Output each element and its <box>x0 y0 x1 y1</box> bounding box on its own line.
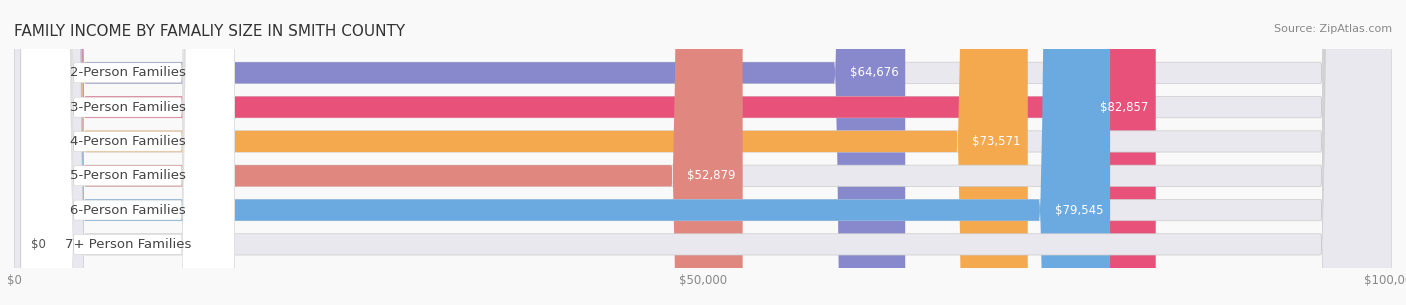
Text: Source: ZipAtlas.com: Source: ZipAtlas.com <box>1274 24 1392 34</box>
Text: 2-Person Families: 2-Person Families <box>70 66 186 79</box>
Text: $82,857: $82,857 <box>1101 101 1149 114</box>
FancyBboxPatch shape <box>21 0 235 305</box>
FancyBboxPatch shape <box>21 0 235 305</box>
Text: $64,676: $64,676 <box>849 66 898 79</box>
FancyBboxPatch shape <box>14 0 1392 305</box>
FancyBboxPatch shape <box>14 0 742 305</box>
Text: 4-Person Families: 4-Person Families <box>70 135 186 148</box>
FancyBboxPatch shape <box>21 0 235 305</box>
Text: 6-Person Families: 6-Person Families <box>70 203 186 217</box>
Text: $79,545: $79,545 <box>1054 203 1104 217</box>
FancyBboxPatch shape <box>14 0 1156 305</box>
Text: 5-Person Families: 5-Person Families <box>70 169 186 182</box>
FancyBboxPatch shape <box>14 0 1392 305</box>
FancyBboxPatch shape <box>14 0 1392 305</box>
FancyBboxPatch shape <box>14 0 1111 305</box>
FancyBboxPatch shape <box>21 0 235 305</box>
Text: $0: $0 <box>31 238 45 251</box>
FancyBboxPatch shape <box>21 0 235 305</box>
Text: $73,571: $73,571 <box>973 135 1021 148</box>
FancyBboxPatch shape <box>21 0 235 305</box>
Text: FAMILY INCOME BY FAMALIY SIZE IN SMITH COUNTY: FAMILY INCOME BY FAMALIY SIZE IN SMITH C… <box>14 24 405 39</box>
FancyBboxPatch shape <box>14 0 1392 305</box>
Text: 7+ Person Families: 7+ Person Families <box>65 238 191 251</box>
Text: $52,879: $52,879 <box>688 169 735 182</box>
FancyBboxPatch shape <box>14 0 1392 305</box>
FancyBboxPatch shape <box>14 0 905 305</box>
FancyBboxPatch shape <box>14 0 1392 305</box>
FancyBboxPatch shape <box>14 0 1028 305</box>
Text: 3-Person Families: 3-Person Families <box>70 101 186 114</box>
